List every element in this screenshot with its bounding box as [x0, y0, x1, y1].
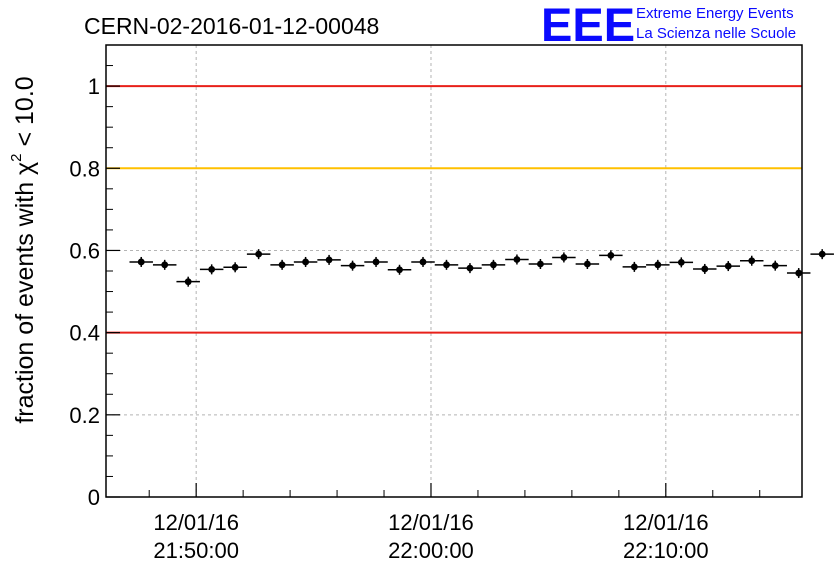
point-6: [278, 261, 286, 269]
point-9: [349, 262, 356, 270]
logo-line-1: Extreme Energy Events: [636, 5, 794, 22]
x-tick-time-0: 21:50:00: [153, 538, 239, 563]
y-tick-label-1: 0.2: [69, 403, 100, 428]
point-14: [466, 264, 474, 272]
reference-lines: [106, 85, 802, 334]
point-16: [513, 256, 521, 263]
y-tick-label-0: 0: [88, 485, 100, 510]
x-tick-date-2: 12/01/16: [623, 510, 709, 535]
point-13: [443, 261, 450, 269]
y-axis-title-main: fraction of events with χ: [11, 162, 39, 424]
point-25: [724, 262, 732, 270]
run-title: CERN-02-2016-01-12-00048: [84, 13, 379, 39]
point-4: [231, 263, 239, 271]
point-24: [701, 265, 709, 273]
point-1: [161, 261, 169, 269]
point-15: [490, 261, 497, 269]
x-axis: 12/01/16 21:50:00 12/01/16 22:00:00 12/01/16…: [148, 483, 761, 563]
y-tick-label-2: 0.4: [69, 321, 100, 346]
x-tick-date-1: 12/01/16: [388, 510, 474, 535]
point-10: [372, 258, 380, 266]
point-2: [184, 278, 192, 286]
point-7: [302, 258, 309, 266]
point-17: [537, 260, 544, 268]
y-tick-label-4: 0.8: [69, 156, 100, 181]
point-12: [419, 258, 427, 266]
y-axis-title: fraction of events with χ2 < 10.0: [8, 76, 39, 423]
point-29: [818, 250, 826, 258]
x-tick-time-1: 22:00:00: [388, 538, 474, 563]
y-axis: 0 0.2 0.4 0.6 0.8 1: [69, 44, 120, 510]
point-21: [630, 263, 638, 271]
y-axis-title-tail: < 10.0: [11, 76, 39, 153]
point-3: [208, 265, 216, 273]
x-tick-time-2: 22:10:00: [623, 538, 709, 563]
y-tick-label-3: 0.6: [69, 238, 100, 263]
point-18: [560, 254, 568, 261]
logo-text: EEE: [541, 0, 635, 51]
data-points: [129, 249, 834, 287]
point-27: [771, 262, 779, 270]
point-8: [325, 256, 333, 264]
point-22: [654, 261, 662, 269]
point-28: [795, 269, 803, 277]
point-5: [255, 250, 263, 258]
point-23: [677, 258, 685, 266]
y-axis-title-sup: 2: [8, 153, 25, 161]
point-11: [396, 266, 403, 274]
x-tick-date-0: 12/01/16: [153, 510, 239, 535]
logo-line-2: La Scienza nelle Scuole: [636, 25, 796, 42]
y-tick-label-5: 1: [88, 74, 100, 99]
point-26: [748, 257, 756, 265]
point-20: [607, 251, 615, 259]
point-19: [583, 260, 591, 268]
eee-logo: EEE Extreme Energy Events La Scienza nel…: [541, 0, 796, 51]
point-0: [137, 258, 145, 266]
